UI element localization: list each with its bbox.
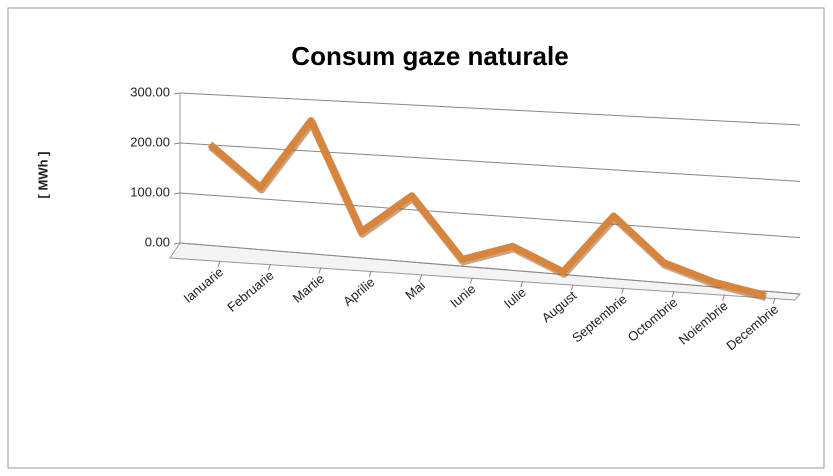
grid-line [179, 92, 801, 126]
x-tick [772, 297, 776, 305]
grid-line [179, 242, 801, 295]
y-tick-label: 100.00 [130, 184, 170, 199]
grid-line [179, 192, 801, 239]
x-tick [570, 284, 574, 291]
y-tick [173, 92, 181, 95]
x-tick [318, 267, 322, 274]
x-tick [419, 274, 423, 281]
x-tick [621, 287, 625, 294]
x-tick [267, 263, 271, 271]
grid-line [179, 142, 801, 182]
y-tick-label: 200.00 [130, 134, 170, 149]
x-tick [722, 294, 726, 301]
y-axis-label: [ MWh ] [35, 152, 50, 199]
chart-frame [7, 7, 825, 469]
chart-title: Consum gaze naturale [291, 41, 568, 71]
x-tick [368, 270, 372, 278]
y-tick [173, 142, 181, 145]
y-tick [173, 242, 181, 245]
x-tick [520, 280, 524, 288]
y-tick [173, 192, 181, 195]
y-tick-label: 0.00 [145, 234, 170, 249]
x-tick [217, 260, 221, 267]
y-tick-label: 300.00 [130, 84, 170, 99]
series-line [207, 117, 766, 299]
x-tick [671, 291, 675, 298]
x-tick [469, 277, 473, 284]
